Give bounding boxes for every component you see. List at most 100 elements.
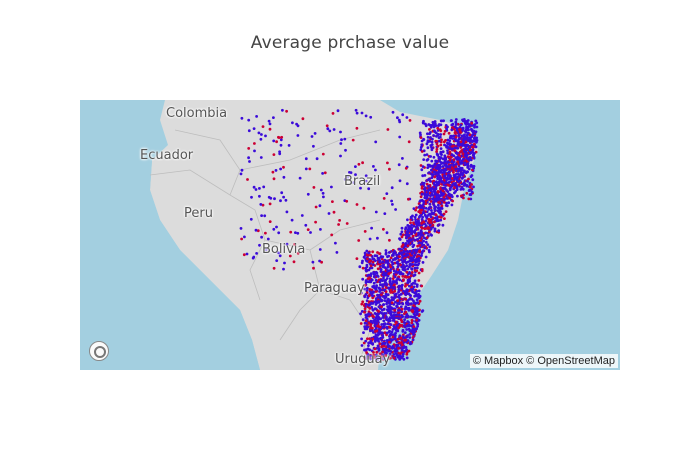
customer-point [318, 248, 322, 251]
customer-point [384, 286, 388, 289]
customer-point [400, 258, 403, 262]
customer-point [412, 312, 416, 316]
customer-point [456, 194, 459, 198]
customer-point [260, 235, 263, 239]
customer-point [376, 344, 380, 348]
customer-point [472, 166, 475, 170]
customer-point [355, 111, 359, 115]
customer-point [467, 138, 471, 142]
customer-point [361, 266, 365, 270]
customer-point [439, 216, 443, 219]
customer-point [369, 280, 373, 284]
customer-point [376, 293, 379, 297]
customer-point [470, 124, 474, 127]
customer-point [442, 192, 445, 196]
customer-point [282, 165, 285, 169]
customer-point [403, 307, 407, 311]
customer-point [386, 293, 390, 297]
customer-point [260, 133, 263, 136]
customer-point [457, 141, 461, 145]
customer-point [401, 302, 405, 306]
customer-point [396, 299, 400, 302]
customer-point [419, 233, 423, 237]
customer-point [396, 305, 399, 308]
customer-point [461, 128, 465, 131]
customer-point [414, 249, 418, 253]
customer-point [408, 238, 412, 242]
customer-point [397, 347, 400, 350]
customer-point [371, 342, 375, 345]
customer-point [396, 337, 400, 341]
customer-point [380, 311, 384, 315]
customer-point [428, 230, 431, 234]
customer-point [378, 342, 382, 345]
map-canvas[interactable]: Colombia Ecuador Peru Bolivia Brazil Par… [80, 100, 620, 370]
customer-point [404, 242, 408, 245]
customer-point [382, 307, 386, 311]
customer-point [258, 194, 261, 198]
customer-point [373, 324, 377, 327]
customer-point [426, 189, 430, 192]
map-attribution[interactable]: © Mapbox © OpenStreetMap [469, 354, 618, 368]
customer-point [371, 326, 374, 330]
customer-point [445, 127, 448, 131]
customer-point [450, 147, 454, 151]
customer-point [364, 293, 368, 296]
customer-point [464, 150, 468, 154]
customer-point [414, 233, 418, 237]
customer-point [420, 251, 424, 255]
customer-point [245, 252, 249, 256]
customer-point [369, 253, 372, 257]
customer-point [401, 263, 405, 267]
customer-point [367, 187, 371, 191]
customer-point [456, 170, 460, 173]
customer-point [364, 302, 368, 306]
customer-point [384, 251, 388, 255]
customer-point [405, 356, 409, 360]
customer-point [367, 341, 371, 345]
customer-point [304, 157, 308, 161]
customer-point [290, 218, 294, 222]
customer-point [406, 228, 410, 232]
customer-point [469, 163, 473, 167]
customer-point [470, 143, 474, 147]
customer-point [409, 315, 413, 319]
customer-point [460, 186, 464, 190]
customer-point [389, 256, 393, 260]
customer-point [471, 140, 474, 143]
customer-point [281, 108, 284, 112]
customer-point [380, 355, 383, 359]
customer-point [439, 147, 443, 150]
customer-point [405, 328, 409, 331]
customer-point [361, 318, 365, 322]
customer-point [254, 188, 258, 191]
customer-point [400, 235, 404, 239]
customer-point [398, 238, 402, 241]
customer-point [368, 237, 372, 241]
customer-point [273, 197, 276, 201]
customer-point [314, 220, 317, 224]
compass-icon[interactable] [89, 341, 109, 361]
customer-point [363, 321, 367, 325]
customer-point [368, 260, 371, 264]
customer-point [390, 330, 394, 334]
customer-point [418, 236, 422, 240]
chart-title: Average prchase value [250, 33, 450, 53]
customer-point [468, 145, 472, 149]
customer-point [416, 238, 420, 241]
customer-point [410, 267, 413, 271]
customer-point [442, 140, 446, 144]
customer-point [376, 318, 380, 322]
customer-point [457, 153, 461, 157]
customer-point [412, 243, 416, 247]
customer-point [466, 179, 469, 183]
customer-point [406, 288, 409, 292]
customer-point [390, 338, 394, 342]
customer-point [261, 125, 265, 128]
customer-point [401, 157, 404, 160]
customer-point [464, 171, 468, 175]
customer-point [296, 134, 300, 137]
customer-point [280, 135, 284, 139]
customer-point [428, 198, 431, 201]
customer-point [371, 356, 375, 360]
